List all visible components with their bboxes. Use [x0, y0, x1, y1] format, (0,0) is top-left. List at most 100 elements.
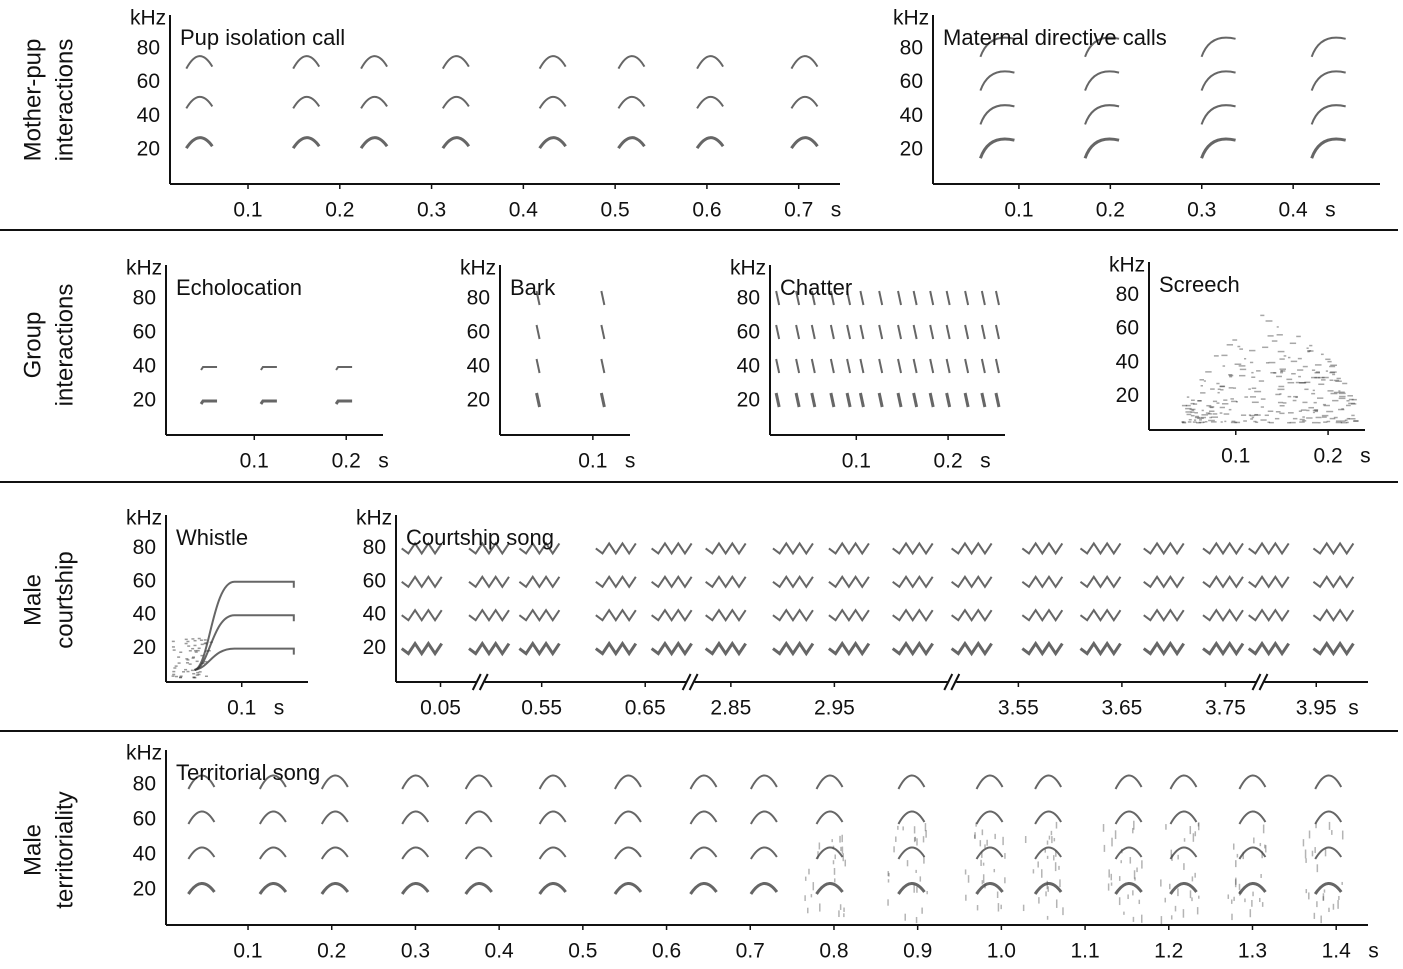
noise-speck [1287, 381, 1295, 384]
noise-speck [1348, 418, 1356, 420]
harmonic-trace [194, 647, 295, 671]
noise-speck [179, 676, 183, 679]
noise-speck [997, 903, 1000, 912]
noise-speck [1182, 421, 1187, 424]
harmonic-trace [291, 136, 321, 150]
harmonic-trace [320, 882, 350, 895]
noise-speck [182, 671, 186, 673]
harmonic-trace [951, 608, 993, 623]
noise-speck [1262, 346, 1269, 349]
noise-speck [1321, 376, 1329, 379]
noise-speck [1228, 374, 1233, 376]
noise-speck [1055, 821, 1058, 829]
x-tick-label: 0.1 [1004, 199, 1033, 222]
x-tick-label: 1.1 [1070, 940, 1099, 963]
noise-speck [1132, 827, 1134, 834]
noise-speck [1316, 397, 1324, 399]
noise-speck [1332, 903, 1335, 910]
noise-speck [1141, 914, 1143, 923]
noise-speck [1188, 418, 1192, 421]
noise-speck [804, 895, 806, 902]
noise-speck [193, 644, 197, 647]
noise-speck [185, 658, 189, 660]
harmonic-trace [1033, 882, 1063, 895]
noise-speck [1059, 879, 1061, 888]
noise-speck [1191, 897, 1193, 902]
harmonic-trace [979, 70, 1015, 91]
harmonic-trace [335, 366, 353, 371]
harmonic-trace [975, 810, 1004, 825]
noise-speck [192, 656, 196, 658]
harmonic-trace [614, 810, 642, 825]
noise-speck [841, 846, 844, 854]
noise-speck [188, 650, 192, 652]
noise-speck [1249, 361, 1254, 364]
noise-speck [1251, 376, 1256, 378]
x-tick-label: 0.1 [842, 450, 871, 473]
harmonic-trace [1034, 810, 1062, 825]
noise-speck [1307, 350, 1312, 352]
noise-speck [1183, 863, 1185, 870]
noise-speck [1251, 371, 1254, 374]
noise-speck [1270, 371, 1276, 374]
harmonic-trace [1314, 774, 1343, 790]
noise-speck [1000, 904, 1002, 910]
y-unit: kHz [126, 507, 162, 530]
harmonic-trace [912, 290, 918, 306]
noise-speck [1210, 406, 1214, 409]
noise-speck [1239, 374, 1246, 377]
noise-speck [1259, 897, 1261, 903]
y-tick-label: 40 [133, 603, 156, 626]
harmonic-trace [975, 882, 1004, 895]
noise-speck [1219, 406, 1225, 409]
noise-speck [1195, 415, 1199, 418]
noise-speck [1249, 414, 1255, 417]
noise-speck [1193, 419, 1197, 421]
noise-speck [1274, 417, 1280, 420]
noise-speck [172, 649, 176, 651]
y-tick-label: 60 [363, 569, 386, 592]
harmonic-trace [696, 55, 724, 70]
x-tick-label: 3.95 [1296, 697, 1337, 720]
harmonic-trace [790, 136, 819, 150]
noise-speck [1302, 401, 1308, 404]
noise-speck [199, 639, 203, 641]
noise-speck [1298, 382, 1306, 384]
noise-speck [1192, 403, 1198, 405]
harmonic-trace [1310, 36, 1346, 58]
harmonic-trace [845, 392, 852, 408]
axis-break [950, 673, 961, 691]
noise-speck [195, 674, 199, 676]
harmonic-trace [828, 541, 870, 556]
noise-speck [1253, 420, 1257, 423]
harmonic-trace [859, 290, 865, 306]
noise-speck [1185, 404, 1191, 407]
axis-break [688, 673, 699, 691]
noise-speck [1198, 895, 1200, 899]
x-unit: s [1325, 199, 1336, 222]
noise-speck [1248, 388, 1251, 390]
noise-speck [994, 833, 996, 840]
noise-speck [1199, 379, 1204, 381]
noise-speck [1194, 412, 1198, 414]
axis-break [943, 673, 954, 691]
noise-speck [1219, 385, 1225, 388]
noise-speck [1258, 380, 1265, 382]
noise-speck [1280, 370, 1286, 372]
noise-speck [1322, 403, 1326, 406]
harmonic-trace [964, 290, 970, 306]
noise-speck [1189, 408, 1196, 411]
noise-speck [1260, 314, 1265, 317]
y-tick-label: 40 [133, 355, 156, 378]
noise-speck [1194, 831, 1197, 837]
harmonic-trace [689, 810, 718, 825]
harmonic-trace [975, 846, 1004, 860]
harmonic-trace [829, 290, 835, 306]
harmonic-trace [1114, 774, 1143, 790]
noise-speck [1230, 421, 1238, 424]
harmonic-trace [538, 55, 567, 70]
x-unit: s [980, 450, 991, 473]
harmonic-trace [600, 358, 606, 374]
noise-speck [1062, 907, 1064, 916]
noise-speck [1287, 421, 1291, 424]
